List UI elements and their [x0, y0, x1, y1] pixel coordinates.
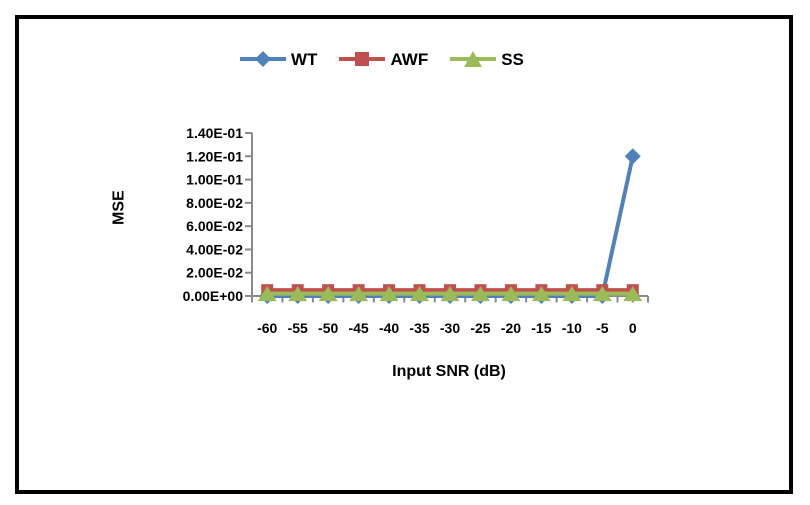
- legend-item-ss: SS: [450, 50, 524, 68]
- y-tick-label: 0.00E+00: [183, 288, 244, 304]
- x-axis-title: Input SNR (dB): [392, 363, 506, 380]
- legend-label-awf: AWF: [390, 49, 429, 69]
- x-tick-label: -5: [596, 320, 609, 336]
- y-tick-label: 1.00E-01: [186, 172, 243, 188]
- legend-item-awf: AWF: [339, 50, 428, 68]
- y-tick-label: 8.00E-02: [186, 195, 243, 211]
- x-tick-label: -35: [409, 320, 429, 336]
- y-tick-label: 6.00E-02: [186, 218, 243, 234]
- y-axis-title: MSE: [110, 190, 128, 225]
- series-ss-marker-triangle: [470, 286, 490, 302]
- legend-label-wt: WT: [291, 49, 318, 69]
- series-ss-marker-triangle: [288, 286, 308, 302]
- chart-frame-border: [15, 15, 793, 494]
- x-tick-label: -45: [348, 320, 368, 336]
- series-ss-marker-triangle: [410, 286, 430, 302]
- series-ss-marker-triangle: [349, 286, 369, 302]
- series-ss-marker-triangle: [592, 286, 612, 302]
- y-tick-label: 4.00E-02: [186, 241, 243, 257]
- x-tick-label: -55: [288, 320, 308, 336]
- series-ss-marker-triangle: [623, 286, 643, 302]
- series-ss-marker-triangle: [379, 286, 399, 302]
- x-tick-label: -40: [379, 320, 399, 336]
- y-tick-label: 1.20E-01: [186, 148, 243, 164]
- x-tick-label: 0: [629, 320, 637, 336]
- series-ss-marker-triangle: [531, 286, 551, 302]
- x-tick-label: -20: [501, 320, 521, 336]
- x-tick-label: -10: [562, 320, 582, 336]
- legend-label-ss: SS: [501, 49, 524, 69]
- legend-key-triangle-icon: [450, 51, 497, 67]
- legend-key-square-icon: [339, 52, 386, 66]
- legend-key-diamond-icon: [240, 51, 286, 67]
- x-tick-label: -30: [440, 320, 460, 336]
- chart-legend: WT AWF SS: [240, 50, 524, 68]
- series-ss-marker-triangle: [318, 286, 338, 302]
- y-tick-label: 1.40E-01: [186, 125, 243, 141]
- series-wt-marker-diamond: [624, 148, 641, 165]
- series-line-wt: [267, 155, 635, 298]
- series-ss-marker-triangle: [440, 286, 460, 302]
- y-tick-label: 2.00E-02: [186, 265, 243, 281]
- x-tick-label: -25: [470, 320, 490, 336]
- series-ss-marker-triangle: [257, 286, 277, 302]
- series-ss-marker-triangle: [501, 286, 521, 302]
- x-tick-label: -60: [257, 320, 277, 336]
- series-ss-marker-triangle: [562, 286, 582, 302]
- x-tick-label: -15: [531, 320, 551, 336]
- x-tick-label: -50: [318, 320, 338, 336]
- legend-item-wt: WT: [240, 50, 317, 68]
